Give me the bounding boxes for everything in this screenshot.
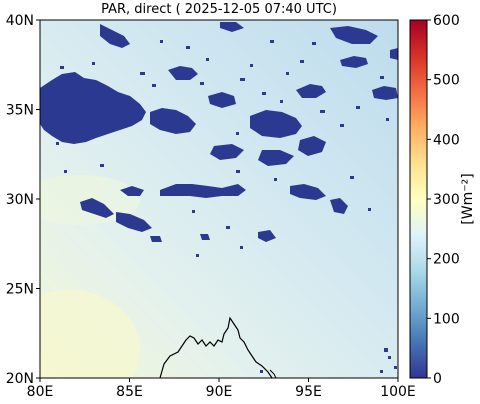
colorbar-tick-label: 100 [433,311,460,327]
cloud-region [100,24,130,48]
x-tick-label: 90E [206,384,233,400]
y-tick-label: 25N [6,282,34,298]
colorbar-tick-label: 400 [433,132,460,148]
cloud-specks [56,40,397,373]
colorbar-tick-label: 200 [433,252,460,268]
colorbar-tick-label: 600 [433,13,460,29]
cloud-region [340,56,368,68]
cloud-region [150,236,162,242]
cloud-region [160,184,246,198]
colorbar [409,19,428,379]
cloud-region [40,72,146,144]
cloud-region [200,234,210,240]
cloud-region [298,136,326,156]
high-par-patch [40,290,140,378]
cloud-region [296,84,326,98]
cloud-region [208,92,236,108]
cloud-region [390,48,398,60]
cloud-region [372,86,398,100]
x-axis: 80E 85E 90E 95E 100E [27,378,416,400]
map-title: PAR, direct ( 2025-12-05 07:40 UTC) [101,2,337,17]
cloud-region [250,110,302,138]
y-tick-label: 30N [6,192,34,208]
cloud-region [258,150,294,166]
cloud-region [168,66,198,80]
cloud-mask [40,22,398,242]
x-tick-label: 95E [295,384,322,400]
colorbar-tick-label: 0 [433,371,442,387]
cloud-region [150,108,196,134]
colorbar-tick-label: 500 [433,73,460,89]
cloud-region [330,198,348,214]
colorbar-axis: 0 100 200 300 400 500 600 [427,13,460,387]
cloud-region [120,186,144,196]
cloud-region [330,26,378,44]
cloud-region [220,22,244,32]
cloud-region [116,212,152,232]
cloud-region [80,198,114,218]
coastline [269,369,277,378]
x-tick-label: 85E [116,384,143,400]
y-tick-label: 40N [6,13,34,29]
x-tick-label: 100E [380,384,416,400]
cloud-region [258,230,276,242]
colorbar-tick-label: 300 [433,192,460,208]
cloud-region [290,184,326,200]
x-tick-label: 80E [27,384,54,400]
y-tick-label: 20N [6,371,34,387]
map-field [40,20,398,378]
y-tick-label: 35N [6,103,34,119]
coastline [159,316,273,378]
colorbar-label: [Wm⁻²] [460,173,476,224]
cloud-region [210,144,244,160]
y-axis: 20N 25N 30N 35N 40N [6,13,40,387]
